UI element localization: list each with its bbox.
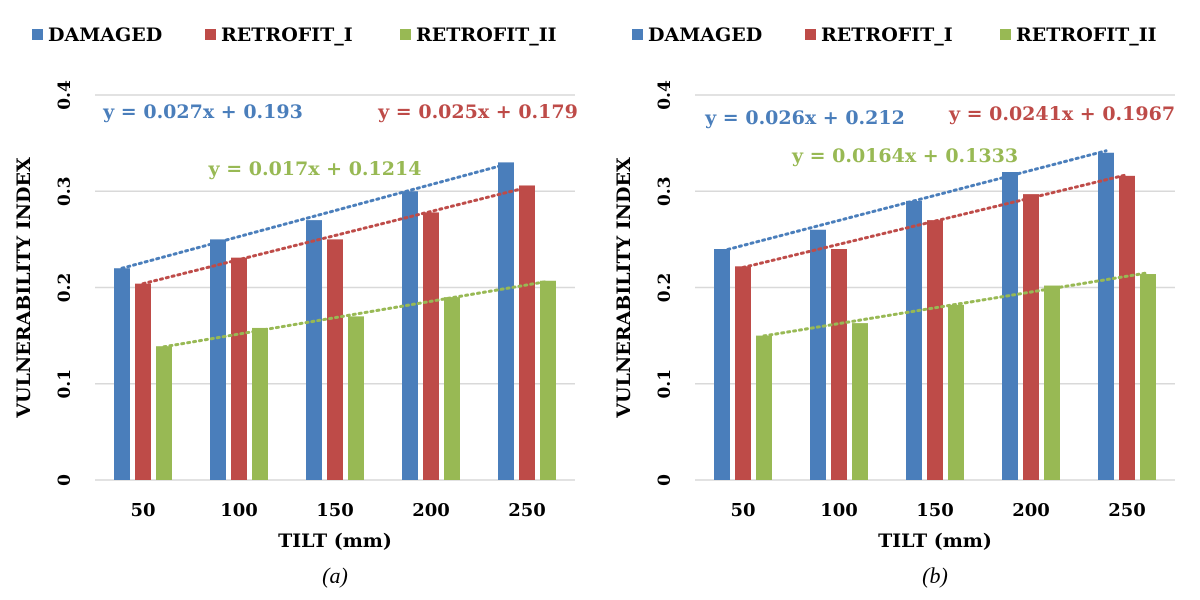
y-tick-label: 0.4 <box>655 80 675 110</box>
bar-retrofit-i <box>1119 175 1135 480</box>
bar-retrofit-i <box>831 249 847 480</box>
bar-retrofit-ii <box>756 335 772 480</box>
trendline-equation-retrofit-ii: y = 0.017x + 0.1214 <box>208 158 422 180</box>
bar-retrofit-i <box>519 185 535 480</box>
y-axis-title: VULNERABILITY INDEX <box>613 157 635 419</box>
bar-damaged <box>306 220 322 480</box>
bar-damaged <box>210 239 226 480</box>
legend-swatch-retrofit-i <box>205 29 216 40</box>
y-tick-label: 0.2 <box>655 273 675 303</box>
trendline-equation-retrofit-ii: y = 0.0164x + 0.1333 <box>791 145 1018 167</box>
trendline-retrofit-i <box>141 185 529 286</box>
x-axis-title: TILT (mm) <box>878 530 992 552</box>
bar-damaged <box>1098 152 1114 480</box>
legend-swatch-retrofit-ii <box>400 29 411 40</box>
bar-retrofit-ii <box>1140 274 1156 480</box>
legend-label-retrofit-ii: RETROFIT_II <box>416 24 557 46</box>
trendline-damaged <box>720 149 1108 253</box>
y-tick-label: 0.3 <box>55 176 75 206</box>
chart-panel-b: 0 0.1 0.2 0.3 0.4 VULNERABILITY INDEX y = 0.02… <box>600 0 1200 600</box>
bar-retrofit-ii <box>444 297 460 480</box>
legend-swatch-retrofit-i <box>805 29 816 40</box>
bar-retrofit-i <box>231 257 247 480</box>
trendline-retrofit-ii <box>762 271 1150 338</box>
bar-damaged <box>810 229 826 480</box>
bar-retrofit-i <box>327 239 343 480</box>
bar-retrofit-ii <box>348 316 364 480</box>
figure-caption: (b) <box>922 563 948 588</box>
trendline-damaged <box>120 162 508 270</box>
x-tick-label: 100 <box>220 500 258 521</box>
bar-retrofit-i <box>423 212 439 481</box>
trendline-retrofit-ii <box>162 279 550 349</box>
x-tick-label: 150 <box>916 500 954 521</box>
y-tick-label: 0.2 <box>55 273 75 303</box>
x-tick-label: 150 <box>316 500 354 521</box>
bar-damaged <box>906 200 922 480</box>
bar-retrofit-ii <box>948 304 964 480</box>
legend-label-damaged: DAMAGED <box>648 24 762 46</box>
trendline-equation-retrofit-i: y = 0.025x + 0.179 <box>377 101 578 123</box>
bar-retrofit-ii <box>1044 285 1060 480</box>
chart-a: 0 0.1 0.2 0.3 0.4 VULNERABILITY INDEX y = 0.02… <box>13 24 578 588</box>
legend-swatch-damaged <box>632 29 643 40</box>
bar-damaged <box>714 249 730 480</box>
chart-panel-a: 0 0.1 0.2 0.3 0.4 VULNERABILITY INDEX y = 0.02… <box>13 24 578 588</box>
bar-retrofit-ii <box>156 346 172 480</box>
y-tick-label: 0.1 <box>655 369 675 399</box>
legend-label-retrofit-ii: RETROFIT_II <box>1016 24 1157 46</box>
y-tick-label: 0.3 <box>655 176 675 206</box>
y-tick-label: 0.1 <box>55 369 75 399</box>
y-tick-label: 0 <box>655 474 675 486</box>
x-tick-label: 50 <box>130 500 155 521</box>
chart-b: 0 0.1 0.2 0.3 0.4 VULNERABILITY INDEX y = 0.02… <box>613 24 1175 588</box>
trendline-equation-damaged: y = 0.026x + 0.212 <box>704 107 905 129</box>
legend-label-damaged: DAMAGED <box>48 24 162 46</box>
x-tick-label: 100 <box>820 500 858 521</box>
y-tick-label: 0 <box>55 474 75 486</box>
bar-damaged <box>114 268 130 480</box>
bar-retrofit-ii <box>540 280 556 480</box>
legend-label-retrofit-i: RETROFIT_I <box>221 24 353 46</box>
y-axis-title: VULNERABILITY INDEX <box>13 157 35 419</box>
bar-damaged <box>498 162 514 480</box>
legend-swatch-retrofit-ii <box>1000 29 1011 40</box>
x-axis-title: TILT (mm) <box>278 530 392 552</box>
bar-retrofit-i <box>735 266 751 480</box>
x-tick-label: 250 <box>508 500 546 521</box>
trendline-equation-retrofit-i: y = 0.0241x + 0.1967 <box>948 103 1175 125</box>
x-tick-label: 250 <box>1108 500 1146 521</box>
x-tick-label: 200 <box>1012 500 1050 521</box>
trendline-equation-damaged: y = 0.027x + 0.193 <box>102 101 303 123</box>
bar-retrofit-ii <box>852 323 868 480</box>
bar-retrofit-i <box>1023 194 1039 480</box>
bar-retrofit-ii <box>252 327 268 480</box>
bar-damaged <box>1002 172 1018 480</box>
x-tick-label: 50 <box>730 500 755 521</box>
bar-retrofit-i <box>927 220 943 480</box>
trendline-retrofit-i <box>741 173 1129 269</box>
x-tick-label: 200 <box>412 500 450 521</box>
y-tick-label: 0.4 <box>55 80 75 110</box>
bar-damaged <box>402 191 418 480</box>
figure-caption: (a) <box>322 563 348 588</box>
bar-retrofit-i <box>135 283 151 480</box>
legend-label-retrofit-i: RETROFIT_I <box>821 24 953 46</box>
legend-swatch-damaged <box>32 29 43 40</box>
